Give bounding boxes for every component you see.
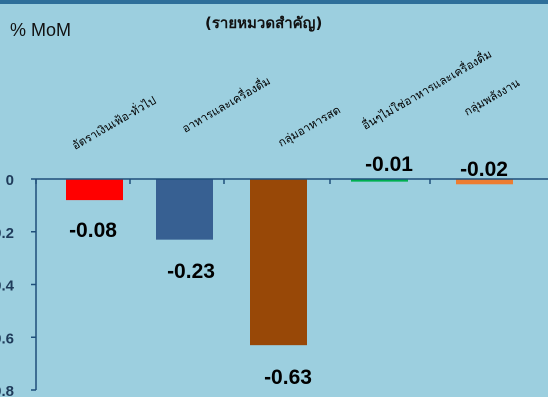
- bar-3: [250, 179, 307, 346]
- category-label-4: อื่นๆไม่ใช่อาหารและเครื่องดื่ม: [359, 46, 494, 133]
- bar-5: [456, 179, 513, 185]
- bar-4: [351, 179, 408, 182]
- bar-2: [156, 179, 213, 240]
- category-label-3: กลุ่มอาหารสด: [276, 103, 343, 150]
- data-label-2: -0.23: [167, 260, 215, 283]
- y-tick-label: -0.4: [0, 278, 15, 295]
- data-label-1: -0.08: [69, 219, 117, 242]
- category-label-5: กลุ่มพลังงาน: [462, 76, 523, 119]
- data-label-3: -0.63: [264, 366, 312, 389]
- data-label-5: -0.02: [460, 158, 508, 181]
- y-tick-label: -0.8: [0, 383, 14, 397]
- top-band: [0, 0, 548, 4]
- y-unit-label: % MoM: [10, 20, 72, 40]
- y-tick-label: -0.6: [0, 330, 14, 347]
- y-tick-label: 0: [6, 172, 14, 189]
- bar-1: [66, 179, 123, 201]
- chart-subtitle: (รายหมวดสำคัญ): [205, 14, 323, 32]
- data-label-4: -0.01: [365, 153, 413, 176]
- category-label-1: อัตราเงินเฟ้อ-ทั่วไป: [69, 92, 158, 152]
- y-tick-label: -0.2: [0, 225, 14, 242]
- category-label-2: อาหารและเครื่องดื่ม: [179, 73, 273, 136]
